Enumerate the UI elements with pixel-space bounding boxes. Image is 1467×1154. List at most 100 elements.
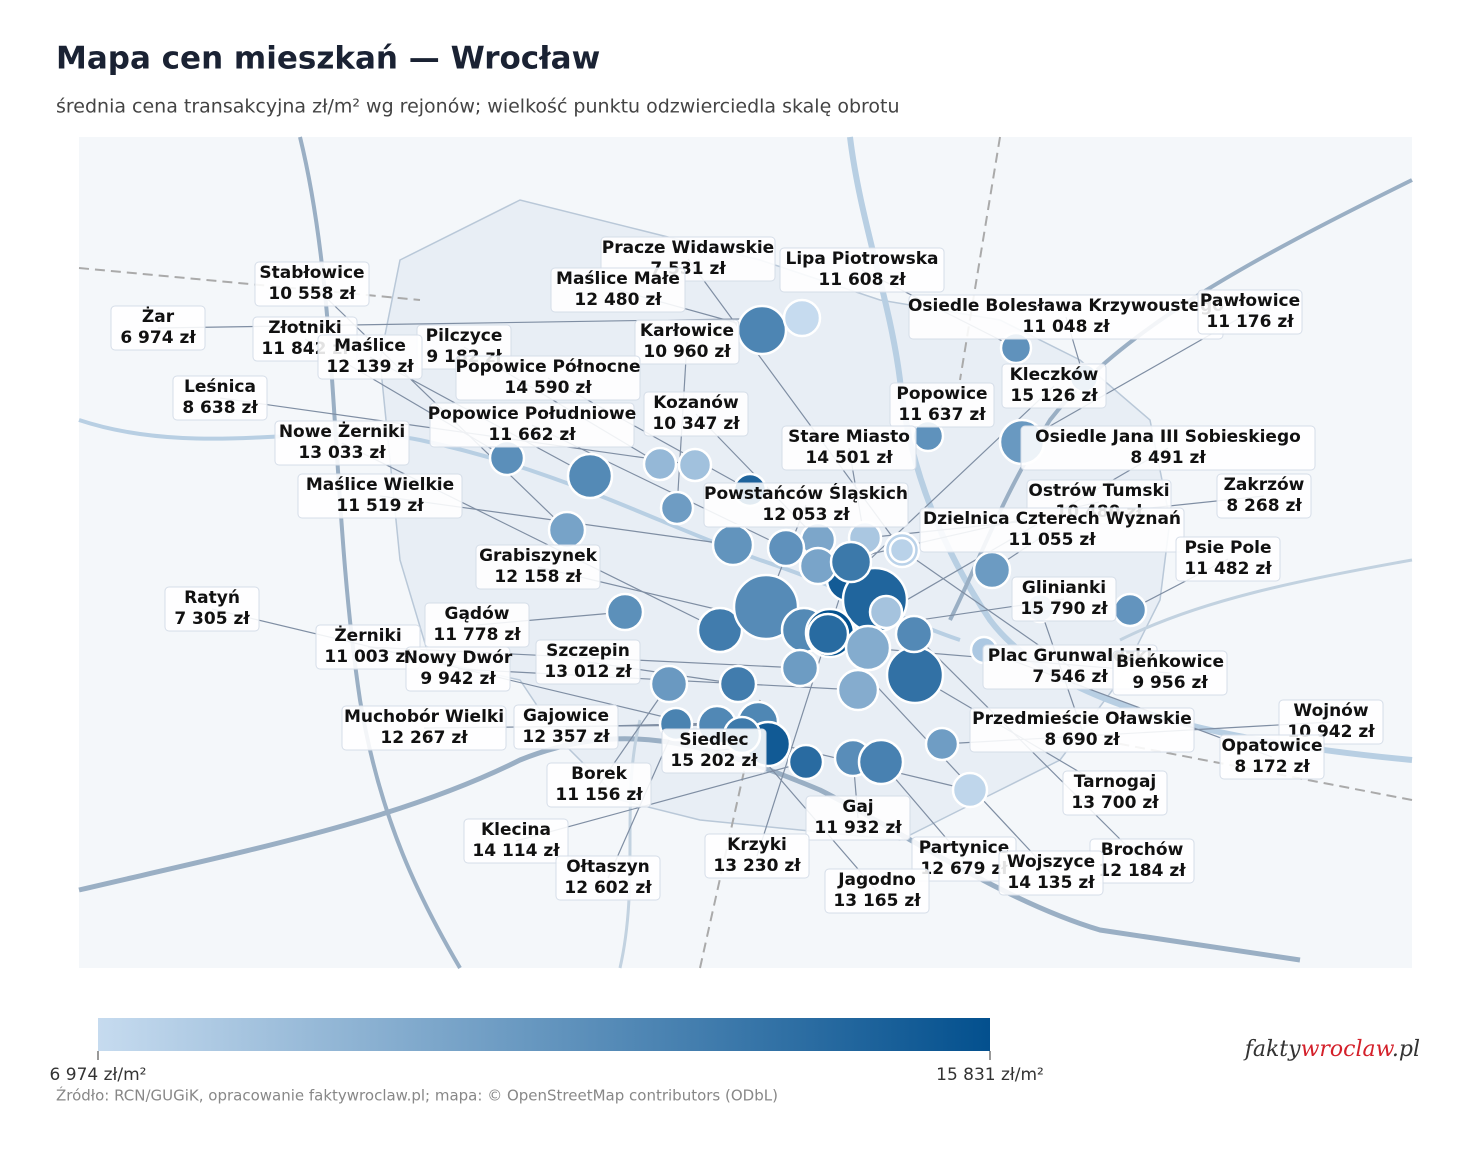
district-name: Ostrów Tumski [1028,481,1169,501]
district-bubble [642,446,678,482]
district-price: 12 158 zł [494,567,582,587]
district-price: 13 033 zł [298,443,386,463]
district-price: 14 590 zł [504,378,592,398]
label-box [341,705,507,751]
district-name: Plac Grunwaldzki [988,646,1153,666]
label-box [274,420,410,466]
label-box [297,473,463,519]
district-name: Żar [142,305,175,327]
district-name: Grabiszynek [479,546,598,566]
label-box [475,544,601,590]
district-bubble [924,726,960,762]
district-name: Popowice [896,384,987,404]
district-price: 12 053 zł [762,505,850,525]
district-name: Borek [571,764,628,784]
district-name: Wojnów [1293,701,1368,721]
district-name: Żerniki [334,624,401,646]
label-box [779,247,945,293]
district-price: 11 608 zł [818,270,906,290]
label-box [463,818,569,864]
district-price: 10 558 zł [268,284,356,304]
district-price: 11 482 zł [1184,559,1272,579]
label-box [555,855,661,901]
label-box [110,305,206,351]
district-name: Pawłowice [1200,291,1300,311]
district-name: Pracze Widawskie [602,238,774,258]
source: Źródło: RCN/GUGiK, opracowanie faktywroc… [56,1086,778,1105]
label-box [889,382,995,428]
district-bubble [782,298,822,338]
district-name: Ołtaszyn [566,857,650,877]
district-price: 11 519 zł [336,496,424,516]
label-box [634,319,740,365]
district-name: Popowice Północne [456,357,641,377]
district-price: 13 012 zł [544,662,632,682]
district-name: Stare Miasto [788,427,910,447]
district-price: 13 230 zł [713,856,801,876]
label-box [998,850,1104,896]
district-name: Maślice Wielkie [306,475,454,495]
label-box [546,762,652,808]
colorbar-max-label: 15 831 zł/m² [936,1065,1044,1085]
district-price: 15 202 zł [670,751,758,771]
label-box [1216,473,1312,519]
label-box [513,704,619,750]
label-box [1175,536,1281,582]
district-name: Muchobór Wielki [344,707,504,727]
district-bubble [972,550,1012,590]
label-box [164,586,260,632]
district-price: 11 932 zł [814,818,902,838]
district-price: 11 662 zł [488,425,576,445]
label-box [1197,289,1303,335]
district-bubble [1112,592,1148,628]
district-name: Osiedle Bolesława Krzywoustego [908,296,1224,316]
label-box [919,507,1185,553]
district-name: Jagodno [837,870,916,890]
district-price: 9 956 zł [1132,673,1208,693]
district-name: Osiedle Jana III Sobieskiego [1035,427,1301,447]
district-name: Klecina [481,820,551,840]
district-bubble [888,536,916,564]
district-name: Złotniki [268,318,342,338]
colorbar-min-label: 6 974 zł/m² [50,1065,147,1085]
district-name: Nowe Żerniki [279,420,405,442]
district-name: Wojszyce [1007,852,1095,872]
district-price: 8 690 zł [1044,730,1120,750]
district-name: Kozanów [653,393,739,413]
district-bubble [836,668,880,712]
colorbar [98,1018,990,1051]
label-box [1219,734,1325,780]
district-bubble [649,664,689,704]
district-name: Nowy Dwór [404,648,513,668]
district-price: 12 267 zł [380,728,468,748]
district-name: Bieńkowice [1116,652,1224,672]
district-price: 8 172 zł [1234,757,1310,777]
logo-part: wroclaw [1301,1037,1395,1062]
district-name: Powstańców Śląskich [704,482,908,504]
label-box [805,795,911,841]
district-bubble [718,664,758,704]
logo-part: fakty [1243,1037,1301,1062]
leader-line [847,385,1055,581]
label-box [1112,650,1228,696]
district-name: Opatowice [1221,736,1322,756]
district-price: 12 184 zł [1098,861,1186,881]
label-box [1062,770,1168,816]
district-price: 8 268 zł [1226,496,1302,516]
district-name: Gaj [842,797,873,817]
district-price: 12 139 zł [326,357,414,377]
label-box [429,402,635,448]
label-box [254,261,370,307]
district-price: 9 942 zł [420,669,496,689]
district-bubble [711,523,755,567]
subtitle: średnia cena transakcyjna zł/m² wg rejon… [56,96,900,118]
district-name: Leśnica [184,377,256,397]
district-bubble [951,771,989,809]
district-name: Siedlec [679,730,748,750]
label-box [172,375,268,421]
district-price: 14 135 zł [1007,873,1095,893]
district-price: 11 003 zł [324,647,412,667]
district-price: 12 602 zł [564,878,652,898]
district-name: Stabłowice [259,263,364,283]
